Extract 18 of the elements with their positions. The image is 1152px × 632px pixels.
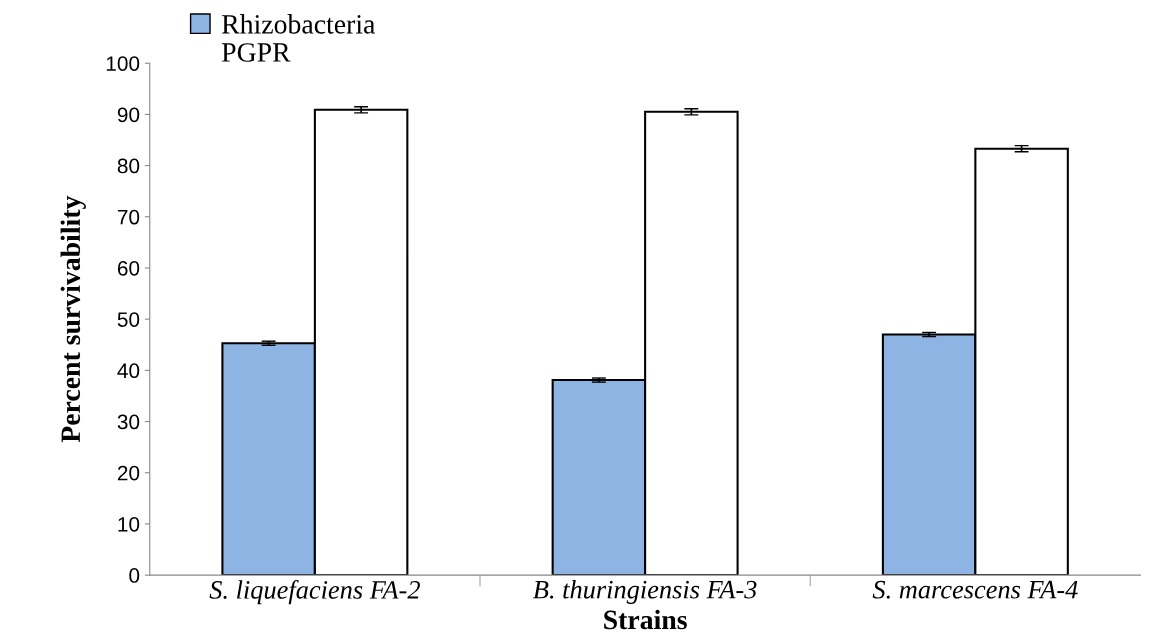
x-axis-title: Strains <box>604 609 687 630</box>
legend-label: Rhizobacteria <box>221 14 376 34</box>
x-tick-label: S. liquefaciens FA-2 <box>209 579 420 605</box>
y-tick-label: 100 <box>106 56 140 71</box>
y-tick-label: 20 <box>117 465 140 481</box>
x-tick-label: S. marcescens FA-4 <box>872 580 1078 599</box>
series-label: PGPR <box>221 43 291 62</box>
y-tick-label: 40 <box>117 363 140 379</box>
y-tick-label: 50 <box>117 312 140 327</box>
y-tick-label: 80 <box>117 158 140 174</box>
y-tick-label: 90 <box>117 107 140 123</box>
y-tick-label: 60 <box>117 260 140 276</box>
y-tick-label: 10 <box>118 516 140 532</box>
y-tick-label: 70 <box>117 209 140 225</box>
y-axis-title: Percent survivability <box>60 195 86 443</box>
y-tick-label: 30 <box>117 414 140 430</box>
y-tick-label: 0 <box>129 568 140 583</box>
x-tick-label: B. thuringiensis FA-3 <box>533 579 757 604</box>
